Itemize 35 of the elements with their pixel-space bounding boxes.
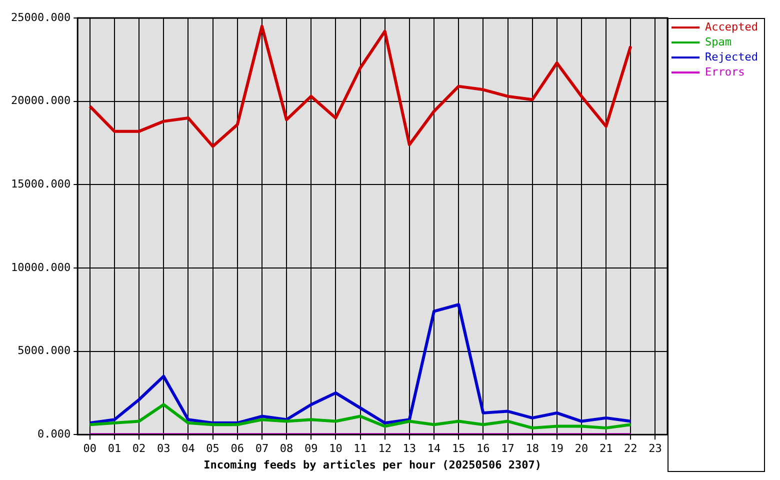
y-tick-label: 5000.000 <box>18 344 71 358</box>
legend-label: Rejected <box>705 50 758 64</box>
x-tick-label: 09 <box>304 442 318 456</box>
y-tick-label: 0.000 <box>37 427 71 440</box>
x-tick-label: 15 <box>452 442 466 456</box>
x-tick-label: 12 <box>378 442 392 456</box>
x-tick-label: 20 <box>574 442 588 456</box>
x-tick-label: 02 <box>132 442 146 456</box>
x-tick-label: 13 <box>402 442 416 456</box>
legend-label: Spam <box>705 35 732 48</box>
y-tick-label: 25000.000 <box>10 10 71 24</box>
x-tick-label: 10 <box>329 442 342 456</box>
x-tick-label: 03 <box>157 442 170 456</box>
x-tick-label: 18 <box>526 442 539 456</box>
x-tick-label: 06 <box>230 442 244 456</box>
x-tick-label: 21 <box>599 442 613 456</box>
x-tick-label: 05 <box>206 442 220 456</box>
legend-label: Errors <box>705 65 745 78</box>
x-tick-label: 11 <box>354 442 367 456</box>
x-tick-label: 01 <box>108 442 122 456</box>
x-tick-label: 08 <box>280 442 294 456</box>
x-axis-title: Incoming feeds by articles per hour (20250506 2307) <box>204 458 542 472</box>
legend-label: Accepted <box>705 20 758 34</box>
x-tick-label: 22 <box>624 442 638 456</box>
y-tick-label: 20000.000 <box>10 94 71 108</box>
x-tick-label: 04 <box>182 442 196 456</box>
x-tick-label: 16 <box>476 442 490 456</box>
y-tick-label: 10000.000 <box>10 260 71 274</box>
y-tick-label: 15000.000 <box>10 178 71 190</box>
x-tick-label: 17 <box>501 442 514 456</box>
x-tick-label: 14 <box>427 442 442 456</box>
x-tick-label: 19 <box>550 442 564 456</box>
x-tick-label: 07 <box>255 442 269 456</box>
x-tick-label: 00 <box>83 442 97 456</box>
x-tick-label: 23 <box>648 442 662 456</box>
